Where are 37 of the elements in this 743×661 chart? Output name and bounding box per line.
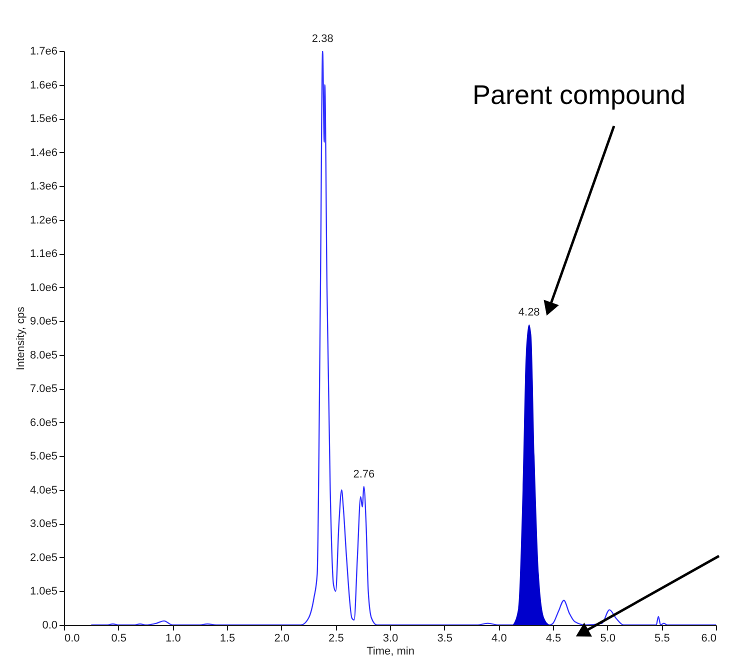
y-tick-label: 1.6e6 [30,79,58,92]
y-tick-label: 0.0 [42,620,58,632]
x-tick-label: 3.0 [382,632,398,644]
y-tick-label: 6.0e5 [30,416,58,429]
x-tick-label: 1.5 [220,632,236,644]
annotation: 4.28 [518,306,540,318]
x-tick-label: 0.5 [111,632,126,644]
y-axis-title: Intensity, cps [14,306,27,370]
y-tick-label: 1.0e5 [30,586,58,598]
y-tick-label: 1.5e6 [30,113,58,126]
y-tick-label: 2.0e5 [30,552,58,564]
x-tick-label: 2.0 [274,632,290,644]
x-tick-label: 6.0 [701,632,716,644]
x-tick-label: 4.0 [492,632,507,644]
y-tick-label: 1.1e6 [30,248,58,260]
y-tick-label: 1.0e6 [30,282,58,294]
x-tick-label: 2.5 [328,632,344,644]
y-tick-label: 1.4e6 [30,146,58,159]
y-tick-label: 3.0e5 [30,518,58,530]
x-tick-label: 5.5 [654,632,670,644]
y-tick-label: 4.0e5 [30,484,58,496]
y-tick-label: 7.0e5 [30,383,58,396]
annotation: Parent compound [472,80,686,110]
y-tick-label: 8.0e5 [30,349,58,362]
x-tick-label: 1.0 [166,632,181,644]
x-tick-label: 4.5 [546,632,562,644]
y-tick-label: 1.2e6 [30,214,58,226]
y-tick-label: 1.7e6 [30,46,58,58]
x-tick-label: 3.5 [437,632,452,644]
x-axis-title: Time, min [366,646,414,658]
annotation: 2.76 [353,468,375,481]
y-tick-label: 9.0e5 [30,316,58,328]
x-tick-label: 5.0 [600,632,616,644]
y-tick-label: 1.3e6 [30,180,58,193]
y-tick-label: 5.0e5 [30,450,58,463]
annotation: 2.38 [312,33,334,45]
x-tick-label: 0.0 [64,632,80,644]
